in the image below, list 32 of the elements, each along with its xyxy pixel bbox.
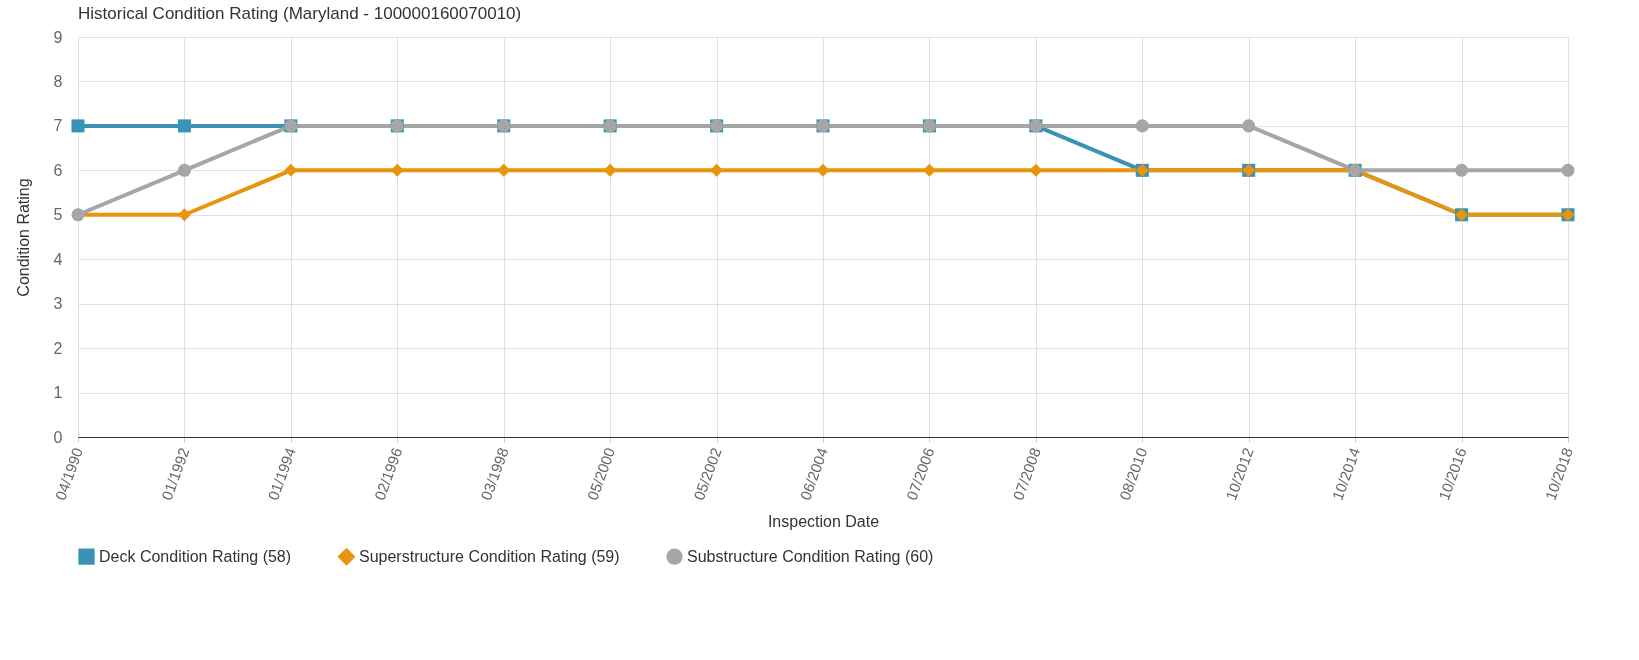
point [1029,163,1043,177]
point [1561,163,1575,177]
point [390,163,404,177]
legend-label: Substructure Condition Rating (60) [687,547,934,565]
x-axis-title: Inspection Date [767,513,880,531]
point [1135,119,1149,133]
point [1242,119,1256,133]
y-tick-label: 2 [53,339,63,357]
point [603,163,617,177]
point [1455,163,1469,177]
y-tick-label: 4 [53,250,63,268]
y-tick-label: 8 [53,72,63,90]
y-tick-label: 0 [53,428,63,446]
chart-title: Historical Condition Rating (Maryland - 100000160070010) [78,4,522,23]
point [177,208,191,222]
y-tick-label: 9 [53,28,63,46]
point [497,163,511,177]
point [71,119,85,133]
point [177,163,191,177]
point [922,163,936,177]
y-tick-label: 6 [53,161,63,179]
y-tick-label: 5 [53,206,63,224]
y-tick-label: 3 [53,295,63,313]
legend-label: Superstructure Condition Rating (59) [359,547,620,565]
legend-label: Deck Condition Rating (58) [99,547,292,565]
point [177,119,191,133]
y-tick-label: 7 [53,117,63,135]
point [710,163,724,177]
y-tick-label: 1 [53,384,63,402]
point [816,163,830,177]
point [284,163,298,177]
y-axis-title: Condition Rating [14,178,32,297]
